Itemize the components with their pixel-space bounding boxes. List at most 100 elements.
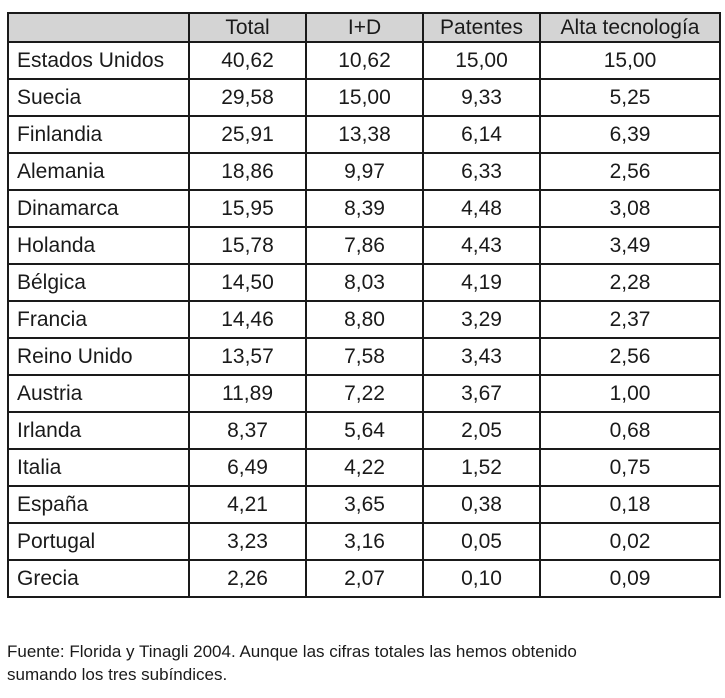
cell-country: Finlandia (7, 115, 190, 154)
cell-country: Holanda (7, 226, 190, 265)
header-row: Total I+D Patentes Alta tecnología (7, 12, 721, 43)
cell-alta-tecnologia: 2,28 (539, 263, 721, 302)
table-row: Irlanda 8,37 5,64 2,05 0,68 (7, 411, 721, 450)
cell-country: Austria (7, 374, 190, 413)
cell-alta-tecnologia: 5,25 (539, 78, 721, 117)
cell-id: 8,80 (305, 300, 424, 339)
cell-id: 9,97 (305, 152, 424, 191)
cell-total: 14,46 (188, 300, 307, 339)
cell-alta-tecnologia: 0,68 (539, 411, 721, 450)
caption-line-1: Fuente: Florida y Tinagli 2004. Aunque l… (7, 642, 577, 661)
table-row: Finlandia 25,91 13,38 6,14 6,39 (7, 115, 721, 154)
cell-alta-tecnologia: 2,56 (539, 337, 721, 376)
cell-alta-tecnologia: 0,02 (539, 522, 721, 561)
table-row: Reino Unido 13,57 7,58 3,43 2,56 (7, 337, 721, 376)
cell-patentes: 0,05 (422, 522, 541, 561)
source-caption: Fuente: Florida y Tinagli 2004. Aunque l… (7, 640, 722, 686)
index-table: Total I+D Patentes Alta tecnología Estad… (7, 12, 721, 598)
caption-line-2: sumando los tres subíndices. (7, 665, 228, 684)
cell-patentes: 4,19 (422, 263, 541, 302)
cell-total: 11,89 (188, 374, 307, 413)
table-row: Alemania 18,86 9,97 6,33 2,56 (7, 152, 721, 191)
cell-total: 2,26 (188, 559, 307, 598)
cell-id: 4,22 (305, 448, 424, 487)
header-total: Total (188, 12, 307, 43)
cell-country: Bélgica (7, 263, 190, 302)
cell-alta-tecnologia: 0,75 (539, 448, 721, 487)
cell-total: 15,78 (188, 226, 307, 265)
cell-alta-tecnologia: 1,00 (539, 374, 721, 413)
cell-country: Reino Unido (7, 337, 190, 376)
cell-total: 18,86 (188, 152, 307, 191)
header-corner (7, 12, 190, 43)
cell-id: 7,86 (305, 226, 424, 265)
cell-country: Francia (7, 300, 190, 339)
header-patentes: Patentes (422, 12, 541, 43)
cell-total: 15,95 (188, 189, 307, 228)
cell-total: 13,57 (188, 337, 307, 376)
cell-patentes: 6,14 (422, 115, 541, 154)
cell-alta-tecnologia: 0,18 (539, 485, 721, 524)
cell-total: 3,23 (188, 522, 307, 561)
cell-id: 7,22 (305, 374, 424, 413)
cell-total: 8,37 (188, 411, 307, 450)
cell-id: 3,16 (305, 522, 424, 561)
table-row: Estados Unidos 40,62 10,62 15,00 15,00 (7, 41, 721, 80)
cell-total: 25,91 (188, 115, 307, 154)
cell-patentes: 9,33 (422, 78, 541, 117)
cell-country: España (7, 485, 190, 524)
cell-total: 4,21 (188, 485, 307, 524)
cell-patentes: 3,29 (422, 300, 541, 339)
cell-total: 40,62 (188, 41, 307, 80)
table-body: Estados Unidos 40,62 10,62 15,00 15,00 Suecia… (7, 41, 721, 598)
header-alta-tecnologia: Alta tecnología (539, 12, 721, 43)
table-row: Dinamarca 15,95 8,39 4,48 3,08 (7, 189, 721, 228)
cell-patentes: 6,33 (422, 152, 541, 191)
header-id: I+D (305, 12, 424, 43)
cell-id: 2,07 (305, 559, 424, 598)
cell-country: Italia (7, 448, 190, 487)
cell-alta-tecnologia: 2,56 (539, 152, 721, 191)
cell-id: 7,58 (305, 337, 424, 376)
cell-country: Irlanda (7, 411, 190, 450)
cell-id: 8,03 (305, 263, 424, 302)
cell-patentes: 2,05 (422, 411, 541, 450)
cell-country: Dinamarca (7, 189, 190, 228)
cell-patentes: 4,48 (422, 189, 541, 228)
cell-id: 5,64 (305, 411, 424, 450)
cell-id: 13,38 (305, 115, 424, 154)
cell-id: 3,65 (305, 485, 424, 524)
cell-patentes: 4,43 (422, 226, 541, 265)
cell-patentes: 1,52 (422, 448, 541, 487)
cell-total: 14,50 (188, 263, 307, 302)
cell-alta-tecnologia: 3,08 (539, 189, 721, 228)
table-row: Holanda 15,78 7,86 4,43 3,49 (7, 226, 721, 265)
cell-alta-tecnologia: 2,37 (539, 300, 721, 339)
table-row: Portugal 3,23 3,16 0,05 0,02 (7, 522, 721, 561)
cell-total: 29,58 (188, 78, 307, 117)
cell-patentes: 3,67 (422, 374, 541, 413)
cell-country: Estados Unidos (7, 41, 190, 80)
cell-patentes: 0,10 (422, 559, 541, 598)
cell-patentes: 3,43 (422, 337, 541, 376)
cell-patentes: 15,00 (422, 41, 541, 80)
table-row: Bélgica 14,50 8,03 4,19 2,28 (7, 263, 721, 302)
cell-id: 15,00 (305, 78, 424, 117)
cell-alta-tecnologia: 0,09 (539, 559, 721, 598)
cell-country: Alemania (7, 152, 190, 191)
cell-country: Portugal (7, 522, 190, 561)
index-table-container: Total I+D Patentes Alta tecnología Estad… (7, 12, 721, 598)
cell-alta-tecnologia: 3,49 (539, 226, 721, 265)
cell-alta-tecnologia: 6,39 (539, 115, 721, 154)
cell-country: Suecia (7, 78, 190, 117)
cell-id: 8,39 (305, 189, 424, 228)
table-row: Suecia 29,58 15,00 9,33 5,25 (7, 78, 721, 117)
table-row: España 4,21 3,65 0,38 0,18 (7, 485, 721, 524)
table-row: Francia 14,46 8,80 3,29 2,37 (7, 300, 721, 339)
table-row: Grecia 2,26 2,07 0,10 0,09 (7, 559, 721, 598)
cell-country: Grecia (7, 559, 190, 598)
cell-patentes: 0,38 (422, 485, 541, 524)
table-row: Austria 11,89 7,22 3,67 1,00 (7, 374, 721, 413)
table-row: Italia 6,49 4,22 1,52 0,75 (7, 448, 721, 487)
cell-id: 10,62 (305, 41, 424, 80)
